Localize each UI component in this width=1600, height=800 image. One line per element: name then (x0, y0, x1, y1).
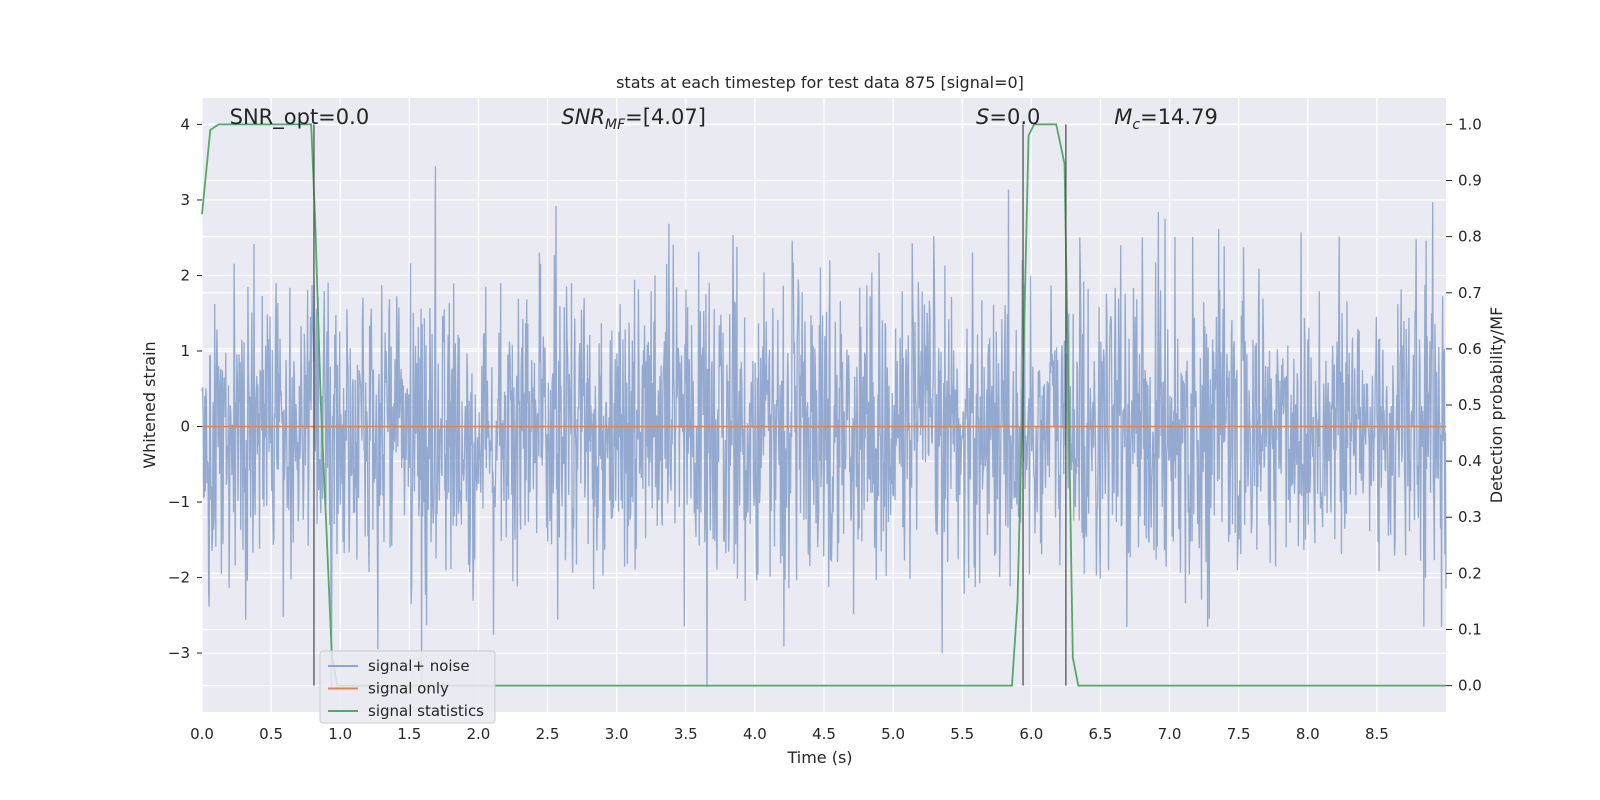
chart-annotation: S=0.0 (976, 105, 1040, 129)
y-tick-label: 0 (180, 418, 190, 436)
x-tick-label: 7.0 (1158, 725, 1182, 743)
y-tick-label: 4 (180, 115, 190, 133)
series-signal-statistics (201, 123, 1446, 687)
legend-label: signal+ noise (368, 657, 470, 675)
x-tick-label: 4.0 (743, 725, 767, 743)
legend-box (319, 650, 496, 724)
x-tick-label: 2.0 (467, 725, 491, 743)
y2-tick-label: 1.0 (1458, 115, 1482, 133)
x-tick-label: 3.0 (605, 725, 629, 743)
y-axis-label: Whitened strain (140, 341, 159, 468)
y-tick-label: −3 (168, 644, 190, 662)
y-tick-label: 3 (180, 191, 190, 209)
y2-tick-label: 0.2 (1458, 564, 1482, 582)
y2-tick-label: 0.0 (1458, 677, 1482, 695)
series-signal-plus-noise (201, 166, 1447, 688)
x-tick-label: 4.5 (812, 725, 836, 743)
y2-tick-label: 0.7 (1458, 284, 1482, 302)
y-tick-label: −2 (168, 569, 190, 587)
chart-title: stats at each timestep for test data 875… (616, 73, 1024, 92)
x-tick-label: 5.0 (881, 725, 905, 743)
y2-tick-label: 0.3 (1458, 508, 1482, 526)
y2-tick-label: 0.6 (1458, 340, 1482, 358)
chart-annotation: SNRMF=[4.07] (561, 105, 706, 133)
x-tick-label: 8.5 (1365, 725, 1389, 743)
y-tick-label: 1 (180, 342, 190, 360)
chart-annotation: Mc=14.79 (1114, 105, 1218, 133)
x-tick-label: 0.0 (190, 725, 214, 743)
x-tick-label: 3.5 (674, 725, 698, 743)
y2-tick-label: 0.5 (1458, 396, 1482, 414)
chart-annotation: SNR_opt=0.0 (230, 105, 370, 130)
x-tick-label: 8.0 (1296, 725, 1320, 743)
y2-tick-label: 0.8 (1458, 228, 1482, 246)
x-tick-label: 7.5 (1227, 725, 1251, 743)
x-tick-label: 1.5 (397, 725, 421, 743)
x-tick-label: 5.5 (950, 725, 974, 743)
legend-label: signal statistics (368, 702, 484, 720)
x-tick-label: 1.0 (328, 725, 352, 743)
y-tick-label: −1 (168, 493, 190, 511)
y2-tick-label: 0.1 (1458, 620, 1482, 638)
y-tick-label: 2 (180, 266, 190, 284)
x-tick-label: 6.5 (1089, 725, 1113, 743)
y2-tick-label: 0.4 (1458, 452, 1482, 470)
legend-label: signal only (368, 680, 449, 698)
x-tick-label: 0.5 (259, 725, 283, 743)
x-tick-label: 6.0 (1019, 725, 1043, 743)
y2-tick-label: 0.9 (1458, 172, 1482, 190)
x-tick-label: 2.5 (536, 725, 560, 743)
x-axis-label: Time (s) (786, 748, 852, 767)
y2-axis-label: Detection probability/MF (1487, 307, 1506, 504)
